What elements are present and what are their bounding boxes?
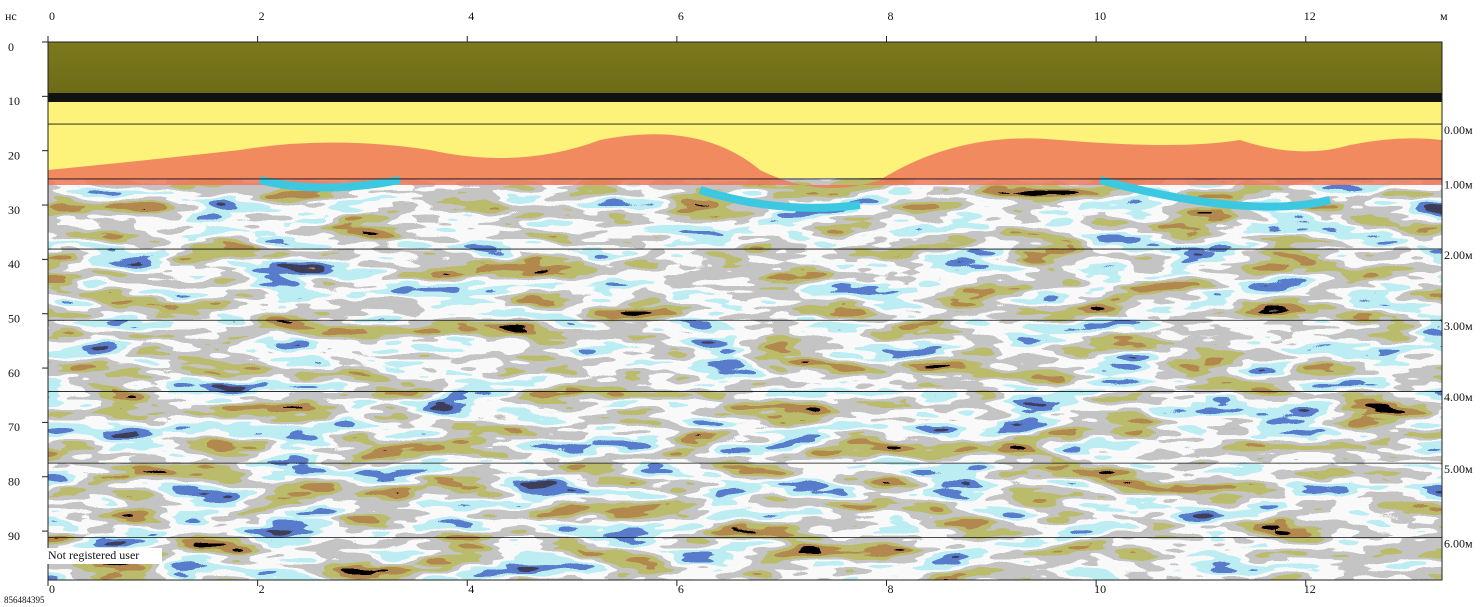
x-tick-label: 8 [887,582,893,596]
surface-band [48,93,1442,102]
y-tick-label: 40 [8,257,20,271]
x-tick-label: 12 [1304,9,1316,23]
radargram-image [48,42,1442,580]
x-tick-label: 0 [49,9,55,23]
y-tick-label: 70 [8,420,20,434]
depth-tick-label: 3.00м [1444,319,1473,333]
x-tick-label: 10 [1094,582,1106,596]
y-tick-label: 60 [8,366,20,380]
y-tick-label: 80 [8,474,20,488]
depth-tick-label: 0.00м [1444,123,1473,137]
x-tick-label: 10 [1094,9,1106,23]
depth-tick-label: 2.00м [1444,248,1473,262]
air-band [48,42,1442,95]
footer-id: 856484395 [4,595,45,605]
x-tick-label: 4 [468,582,474,596]
x-tick-label: 6 [678,9,684,23]
y-tick-label: 50 [8,311,20,325]
x-tick-label: 2 [259,9,265,23]
y-tick-label: 30 [8,203,20,217]
x-tick-label: 8 [887,9,893,23]
depth-tick-label: 1.00м [1444,178,1473,192]
x-tick-label: 6 [678,582,684,596]
x-tick-label: 12 [1304,582,1316,596]
y-tick-label: 20 [8,148,20,162]
watermark: Not registered user [48,548,139,562]
y-tick-label: 10 [8,94,20,108]
x-tick-label: 0 [49,582,55,596]
radargram: нс м Not registered user 856484395 0 0 2 2 4… [0,0,1482,607]
y-tick-label: 0 [8,40,14,54]
y-unit: нс [5,9,17,23]
x-tick-label: 2 [259,582,265,596]
y-tick-label: 90 [8,529,20,543]
depth-tick-label: 5.00м [1444,462,1473,476]
x-unit: м [1440,9,1448,23]
depth-tick-label: 4.00м [1444,390,1473,404]
depth-tick-label: 6.00м [1444,536,1473,550]
x-tick-label: 4 [468,9,474,23]
